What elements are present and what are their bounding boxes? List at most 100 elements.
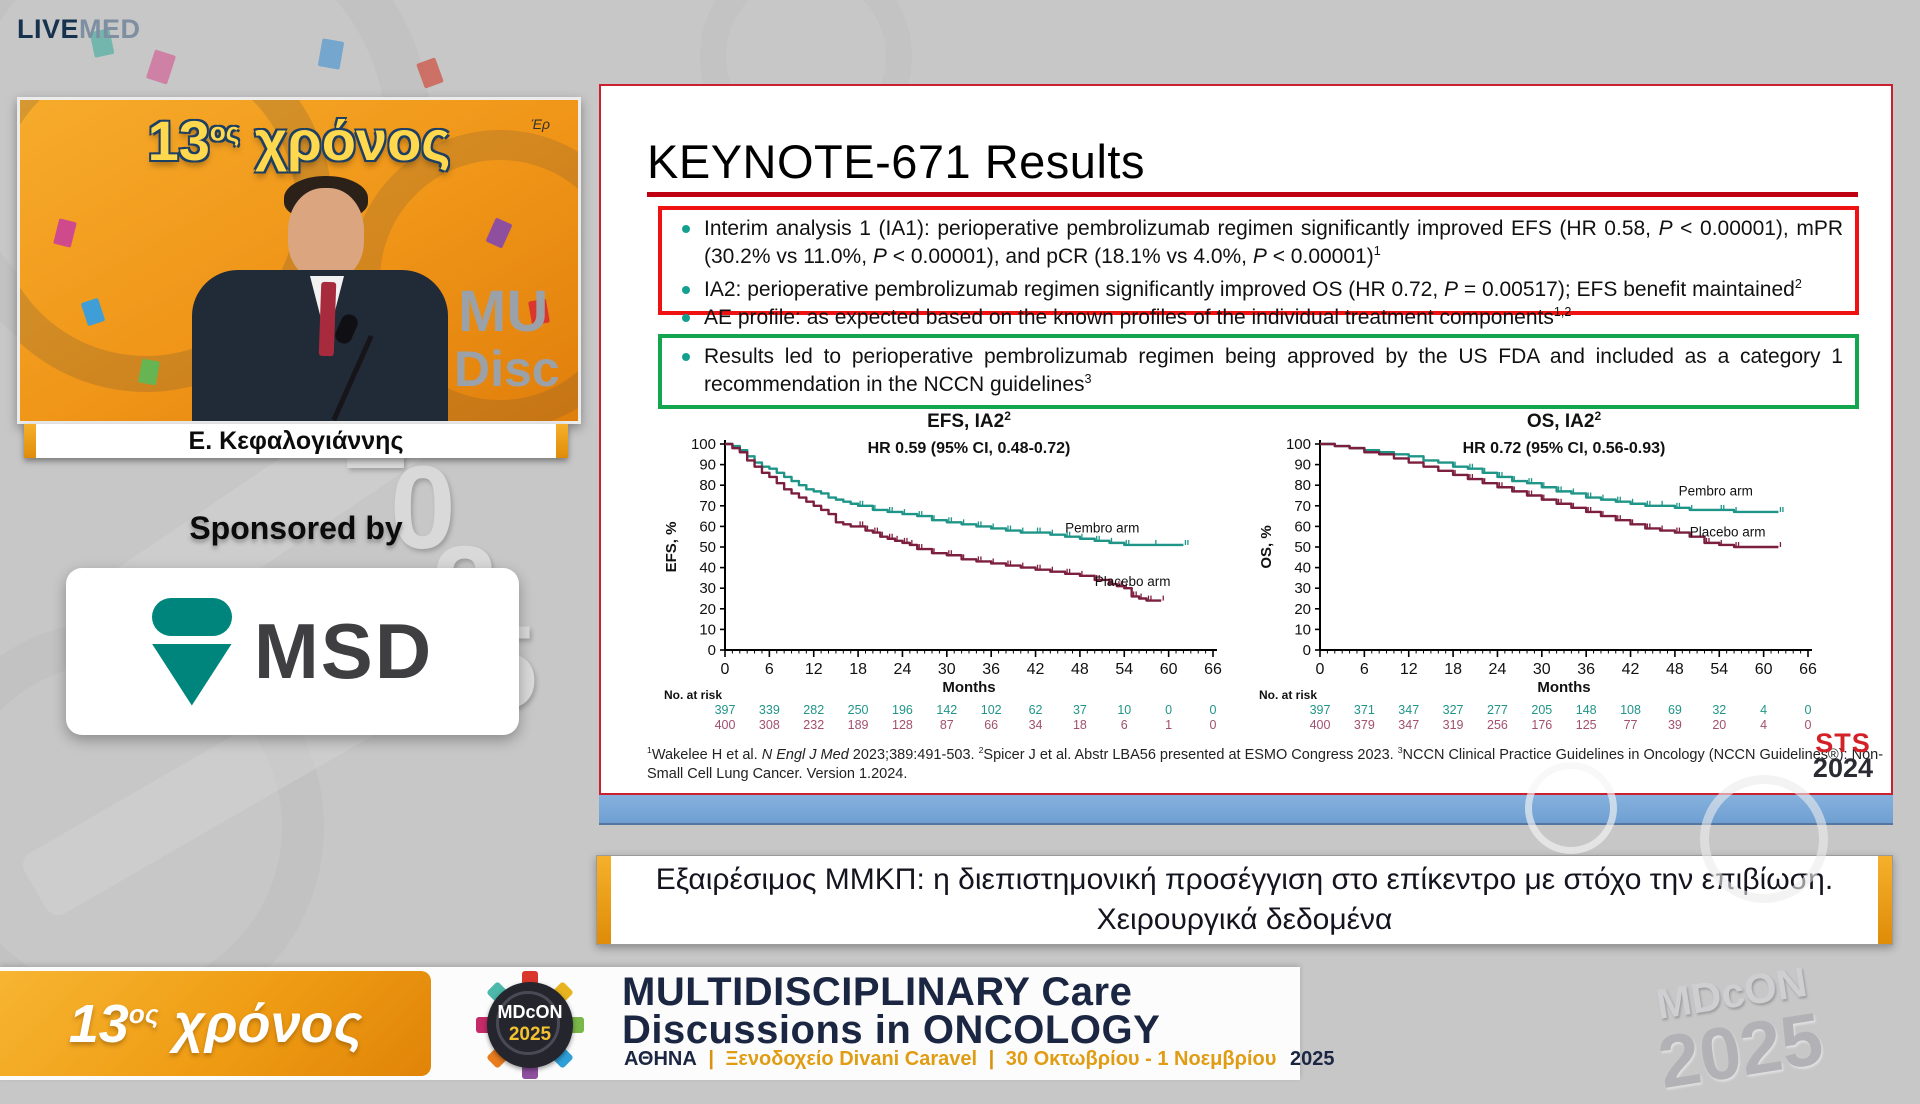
svg-text:HR 0.59 (95% CI, 0.48-0.72): HR 0.59 (95% CI, 0.48-0.72) — [868, 440, 1071, 457]
name-bar-left-cap — [24, 424, 36, 458]
svg-text:39: 39 — [1668, 718, 1682, 732]
footer-badge-sup: ος — [128, 998, 159, 1029]
svg-text:6: 6 — [765, 661, 774, 678]
svg-text:0: 0 — [1165, 703, 1172, 717]
svg-text:347: 347 — [1398, 718, 1419, 732]
session-title-line1: Εξαιρέσιμος ΜΜΚΠ: η διεπιστημονική προσέ… — [655, 863, 1834, 896]
presentation-slide: KEYNOTE-671 Results Interim analysis 1 (… — [599, 84, 1893, 795]
svg-text:66: 66 — [1204, 661, 1222, 678]
svg-text:0: 0 — [1805, 718, 1812, 732]
svg-text:327: 327 — [1443, 703, 1464, 717]
svg-text:Months: Months — [942, 679, 995, 696]
svg-text:42: 42 — [1027, 661, 1045, 678]
svg-text:87: 87 — [940, 718, 954, 732]
sts-logo-line1: STS — [1815, 728, 1871, 758]
msd-logo-icon — [151, 594, 232, 710]
svg-text:12: 12 — [805, 661, 823, 678]
slide-bottom-strip — [599, 795, 1893, 825]
banner-right-cap — [1878, 856, 1892, 944]
svg-text:0: 0 — [708, 642, 716, 659]
bullet-fda-approval: Results led to perioperative pembrolizum… — [674, 343, 1843, 398]
svg-text:66: 66 — [1799, 661, 1817, 678]
svg-text:90: 90 — [699, 457, 716, 474]
sponsored-by-label: Sponsored by — [189, 510, 403, 546]
svg-text:4: 4 — [1760, 703, 1767, 717]
svg-text:48: 48 — [1071, 661, 1089, 678]
strip-ring-decoration — [1525, 762, 1617, 854]
svg-text:80: 80 — [1294, 477, 1311, 494]
svg-text:54: 54 — [1115, 661, 1133, 678]
svg-text:176: 176 — [1531, 718, 1552, 732]
bullet-ia1: Interim analysis 1 (IA1): perioperative … — [674, 215, 1843, 270]
svg-text:34: 34 — [1029, 718, 1043, 732]
slide-title: KEYNOTE-671 Results — [647, 135, 1145, 188]
svg-text:10: 10 — [699, 621, 716, 638]
video-backdrop-text-mu: MU — [458, 279, 549, 344]
session-title-banner: Εξαιρέσιμος ΜΜΚΠ: η διεπιστημονική προσέ… — [596, 855, 1893, 945]
svg-text:397: 397 — [715, 703, 736, 717]
video-overlay-sup: ος — [209, 116, 240, 147]
sts-logo-line2: 2024 — [1812, 753, 1873, 783]
svg-text:100: 100 — [691, 436, 716, 453]
svg-text:60: 60 — [1294, 518, 1311, 535]
separator: | — [708, 1048, 714, 1070]
svg-text:196: 196 — [892, 703, 913, 717]
svg-text:42: 42 — [1622, 661, 1640, 678]
svg-text:20: 20 — [699, 601, 716, 618]
session-title-text: Εξαιρέσιμος ΜΜΚΠ: η διεπιστημονική προσέ… — [597, 856, 1892, 944]
msd-logo-icon-top — [151, 597, 232, 636]
svg-text:108: 108 — [1620, 703, 1641, 717]
svg-text:30: 30 — [699, 580, 716, 597]
svg-text:18: 18 — [1073, 718, 1087, 732]
separator: | — [988, 1048, 995, 1070]
svg-text:347: 347 — [1398, 703, 1419, 717]
svg-text:308: 308 — [759, 718, 780, 732]
svg-text:50: 50 — [1294, 539, 1311, 556]
svg-text:50: 50 — [699, 539, 716, 556]
svg-text:125: 125 — [1576, 718, 1597, 732]
speaker-tie — [318, 281, 337, 357]
svg-text:397: 397 — [1310, 703, 1331, 717]
footer-badge-word: χρόνος — [158, 993, 363, 1054]
bullet-ae-profile: AE profile: as expected based on the kno… — [674, 304, 1843, 332]
svg-text:30: 30 — [938, 661, 956, 678]
video-corner-text: Έρ — [530, 116, 550, 132]
svg-text:250: 250 — [848, 703, 869, 717]
slide-title-rule — [647, 192, 1858, 197]
svg-text:18: 18 — [1444, 661, 1462, 678]
name-bar-right-cap — [556, 424, 568, 458]
conference-city: ΑΘΗΝΑ — [624, 1048, 697, 1070]
svg-text:400: 400 — [1310, 718, 1331, 732]
svg-text:62: 62 — [1029, 703, 1043, 717]
svg-text:EFS, IA22: EFS, IA22 — [927, 410, 1011, 432]
video-overlay-title: 13ος χρόνος — [20, 108, 578, 173]
footer-badge-num: 13 — [68, 993, 129, 1054]
svg-text:142: 142 — [936, 703, 957, 717]
svg-text:No. at risk: No. at risk — [664, 688, 722, 702]
gear-inner-ring — [496, 991, 560, 1055]
svg-text:Pembro arm: Pembro arm — [1679, 484, 1753, 499]
svg-text:37: 37 — [1073, 703, 1087, 717]
svg-text:0: 0 — [1210, 703, 1217, 717]
svg-text:256: 256 — [1487, 718, 1508, 732]
svg-text:OS, IA22: OS, IA22 — [1527, 410, 1602, 432]
msd-logo-icon-triangle — [151, 643, 232, 706]
svg-text:0: 0 — [1210, 718, 1217, 732]
svg-text:30: 30 — [1533, 661, 1551, 678]
svg-text:1: 1 — [1165, 718, 1172, 732]
slide-references: 1Wakelee H et al. N Engl J Med 2023;389:… — [647, 745, 1884, 782]
speaker-name-bar: Ε. Κεφαλογιάννης — [24, 424, 568, 458]
speaker-head — [288, 188, 364, 280]
svg-text:66: 66 — [984, 718, 998, 732]
svg-text:100: 100 — [1286, 436, 1311, 453]
red-highlight-box: Interim analysis 1 (IA1): perioperative … — [658, 206, 1859, 316]
livemed-logo: LIVEMED — [17, 14, 141, 45]
efs-kaplan-meier-chart: EFS, IA22 HR 0.59 (95% CI, 0.48-0.72) 0 10 2… — [660, 409, 1245, 740]
svg-text:70: 70 — [699, 498, 716, 515]
svg-text:232: 232 — [803, 718, 824, 732]
svg-text:48: 48 — [1666, 661, 1684, 678]
svg-text:319: 319 — [1443, 718, 1464, 732]
speaker-name: Ε. Κεφαλογιάννης — [188, 426, 404, 455]
svg-text:102: 102 — [981, 703, 1002, 717]
svg-text:0: 0 — [1303, 642, 1311, 659]
